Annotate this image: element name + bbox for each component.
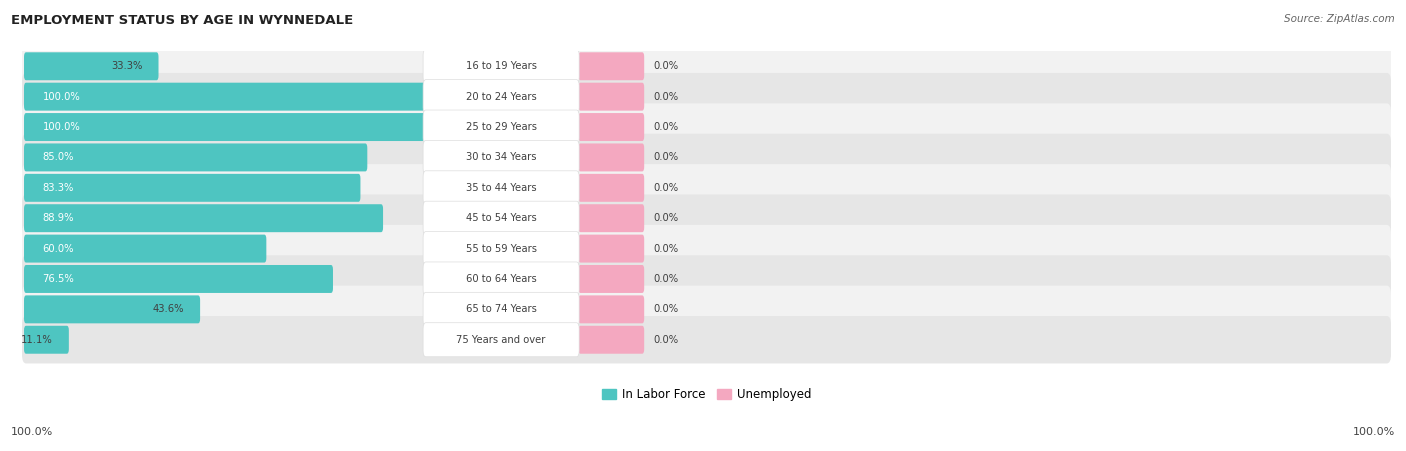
FancyBboxPatch shape: [578, 143, 644, 171]
FancyBboxPatch shape: [24, 143, 367, 171]
Text: 45 to 54 Years: 45 to 54 Years: [465, 213, 537, 223]
Text: 60.0%: 60.0%: [42, 244, 75, 253]
Text: 0.0%: 0.0%: [654, 183, 678, 193]
Text: Source: ZipAtlas.com: Source: ZipAtlas.com: [1284, 14, 1395, 23]
Text: 60 to 64 Years: 60 to 64 Years: [465, 274, 537, 284]
Text: 0.0%: 0.0%: [654, 274, 678, 284]
Text: 76.5%: 76.5%: [42, 274, 75, 284]
Text: 0.0%: 0.0%: [654, 92, 678, 101]
Text: 100.0%: 100.0%: [42, 92, 80, 101]
Text: 30 to 34 Years: 30 to 34 Years: [465, 152, 536, 162]
FancyBboxPatch shape: [22, 103, 1391, 151]
FancyBboxPatch shape: [423, 140, 579, 175]
FancyBboxPatch shape: [578, 52, 644, 80]
FancyBboxPatch shape: [423, 201, 579, 235]
Text: 0.0%: 0.0%: [654, 304, 678, 314]
FancyBboxPatch shape: [24, 52, 159, 80]
FancyBboxPatch shape: [423, 49, 579, 83]
Text: 35 to 44 Years: 35 to 44 Years: [465, 183, 537, 193]
FancyBboxPatch shape: [24, 204, 382, 232]
Text: 0.0%: 0.0%: [654, 213, 678, 223]
FancyBboxPatch shape: [22, 164, 1391, 212]
FancyBboxPatch shape: [423, 262, 579, 296]
FancyBboxPatch shape: [578, 295, 644, 323]
Text: 0.0%: 0.0%: [654, 152, 678, 162]
Legend: In Labor Force, Unemployed: In Labor Force, Unemployed: [596, 383, 815, 406]
FancyBboxPatch shape: [423, 171, 579, 205]
Text: 43.6%: 43.6%: [153, 304, 184, 314]
Text: 85.0%: 85.0%: [42, 152, 75, 162]
FancyBboxPatch shape: [22, 42, 1391, 90]
Text: 55 to 59 Years: 55 to 59 Years: [465, 244, 537, 253]
Text: 100.0%: 100.0%: [11, 428, 53, 437]
FancyBboxPatch shape: [22, 225, 1391, 272]
FancyBboxPatch shape: [24, 174, 360, 202]
Text: 83.3%: 83.3%: [42, 183, 75, 193]
Text: 0.0%: 0.0%: [654, 335, 678, 345]
FancyBboxPatch shape: [578, 235, 644, 262]
Text: 16 to 19 Years: 16 to 19 Years: [465, 61, 537, 71]
Text: 88.9%: 88.9%: [42, 213, 75, 223]
Text: 75 Years and over: 75 Years and over: [457, 335, 546, 345]
Text: 0.0%: 0.0%: [654, 61, 678, 71]
Text: 11.1%: 11.1%: [21, 335, 53, 345]
FancyBboxPatch shape: [578, 326, 644, 354]
FancyBboxPatch shape: [578, 83, 644, 110]
FancyBboxPatch shape: [423, 292, 579, 327]
Text: 100.0%: 100.0%: [1353, 428, 1395, 437]
FancyBboxPatch shape: [22, 134, 1391, 181]
Text: 100.0%: 100.0%: [42, 122, 80, 132]
FancyBboxPatch shape: [22, 73, 1391, 120]
FancyBboxPatch shape: [22, 285, 1391, 333]
FancyBboxPatch shape: [24, 83, 427, 110]
Text: EMPLOYMENT STATUS BY AGE IN WYNNEDALE: EMPLOYMENT STATUS BY AGE IN WYNNEDALE: [11, 14, 353, 27]
Text: 0.0%: 0.0%: [654, 122, 678, 132]
Text: 20 to 24 Years: 20 to 24 Years: [465, 92, 537, 101]
FancyBboxPatch shape: [24, 235, 266, 262]
FancyBboxPatch shape: [24, 265, 333, 293]
FancyBboxPatch shape: [22, 255, 1391, 303]
Text: 33.3%: 33.3%: [111, 61, 143, 71]
FancyBboxPatch shape: [423, 323, 579, 357]
FancyBboxPatch shape: [24, 113, 427, 141]
FancyBboxPatch shape: [423, 231, 579, 266]
FancyBboxPatch shape: [22, 194, 1391, 242]
FancyBboxPatch shape: [423, 80, 579, 114]
Text: 0.0%: 0.0%: [654, 244, 678, 253]
FancyBboxPatch shape: [24, 295, 200, 323]
Text: 25 to 29 Years: 25 to 29 Years: [465, 122, 537, 132]
FancyBboxPatch shape: [578, 204, 644, 232]
FancyBboxPatch shape: [423, 110, 579, 144]
FancyBboxPatch shape: [22, 316, 1391, 364]
FancyBboxPatch shape: [578, 174, 644, 202]
FancyBboxPatch shape: [578, 265, 644, 293]
FancyBboxPatch shape: [24, 326, 69, 354]
Text: 65 to 74 Years: 65 to 74 Years: [465, 304, 537, 314]
FancyBboxPatch shape: [578, 113, 644, 141]
